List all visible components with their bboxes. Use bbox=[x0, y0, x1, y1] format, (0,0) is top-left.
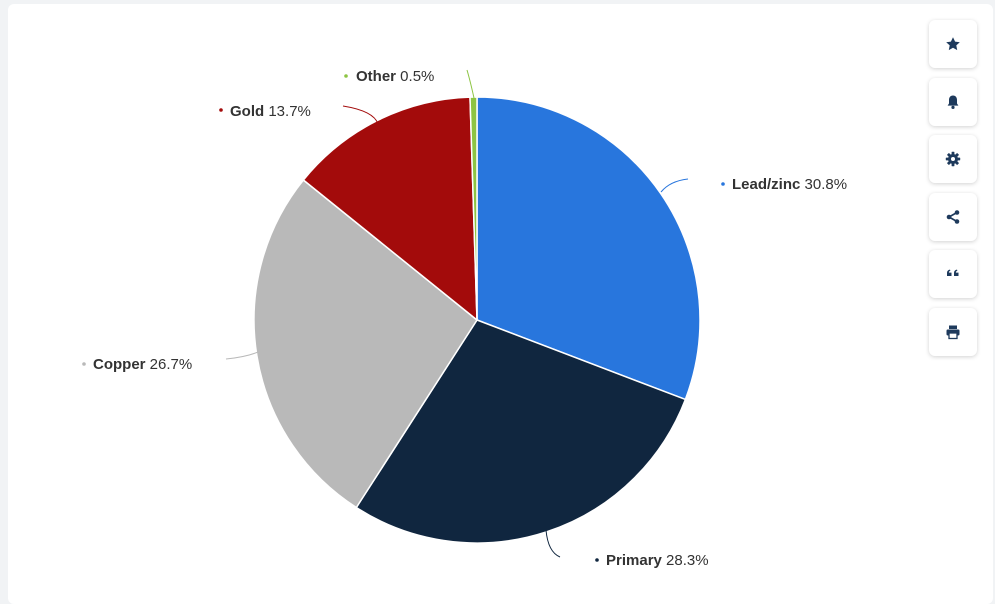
slice-value-lead-zinc: 30.8% bbox=[800, 176, 847, 193]
label-dot-other bbox=[344, 74, 348, 78]
connector-other bbox=[466, 69, 475, 99]
pie-slice-lead-zinc[interactable] bbox=[476, 96, 701, 401]
label-dot-copper bbox=[82, 362, 86, 366]
print-button[interactable] bbox=[929, 307, 977, 356]
chart-toolbar bbox=[929, 20, 977, 365]
connector-primary bbox=[545, 529, 561, 558]
label-dot-lead-zinc bbox=[721, 182, 725, 186]
connector-lead-zinc bbox=[660, 178, 689, 193]
label-dot-gold bbox=[219, 108, 223, 112]
data-label-other: Other 0.5% bbox=[356, 68, 434, 85]
data-label-gold: Gold 13.7% bbox=[230, 103, 311, 120]
slice-value-primary: 28.3% bbox=[662, 552, 709, 569]
data-label-primary: Primary 28.3% bbox=[606, 552, 709, 569]
share-icon bbox=[946, 209, 960, 224]
slice-name-primary: Primary bbox=[606, 552, 663, 569]
label-dot-primary bbox=[595, 558, 599, 562]
slice-name-lead-zinc: Lead/zinc bbox=[732, 176, 800, 193]
star-icon bbox=[946, 37, 960, 51]
bell-icon bbox=[947, 95, 959, 109]
slice-name-other: Other bbox=[356, 68, 396, 85]
share-button[interactable] bbox=[929, 192, 977, 241]
connector-gold bbox=[342, 105, 379, 125]
cite-button[interactable] bbox=[929, 250, 977, 298]
labels-layer: Lead/zinc 30.8% Primary 28.3% Copper 26.7%… bbox=[82, 68, 847, 569]
quote-icon bbox=[947, 269, 959, 276]
data-label-lead-zinc: Lead/zinc 30.8% bbox=[732, 176, 847, 193]
slice-value-copper: 26.7% bbox=[146, 356, 193, 373]
gear-icon bbox=[945, 151, 961, 167]
print-icon bbox=[946, 325, 960, 339]
slice-value-other: 0.5% bbox=[396, 68, 434, 85]
slice-name-copper: Copper bbox=[93, 356, 146, 373]
favorite-button[interactable] bbox=[929, 20, 977, 68]
slices-layer bbox=[253, 96, 701, 544]
notification-button[interactable] bbox=[929, 77, 977, 126]
pie-slice-copper[interactable] bbox=[253, 179, 478, 509]
connector-copper bbox=[225, 351, 259, 360]
slice-name-gold: Gold bbox=[230, 103, 264, 120]
slice-value-gold: 13.7% bbox=[264, 103, 311, 120]
data-label-copper: Copper 26.7% bbox=[93, 356, 192, 373]
connectors-layer bbox=[225, 69, 689, 558]
pie-slice-gold[interactable] bbox=[302, 96, 478, 321]
settings-button[interactable] bbox=[929, 135, 977, 183]
